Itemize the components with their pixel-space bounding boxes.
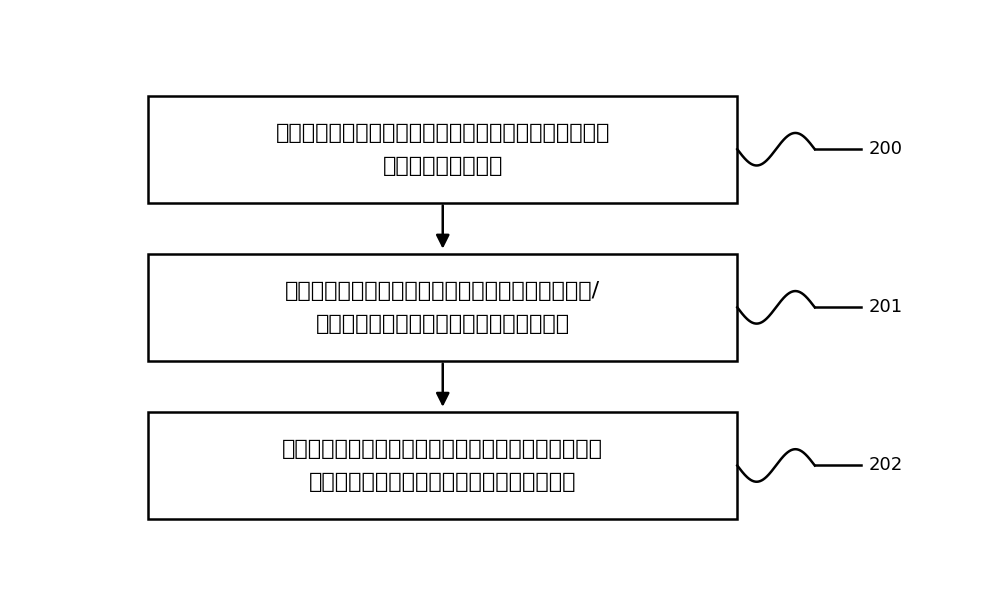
Text: 202: 202: [869, 457, 903, 475]
FancyBboxPatch shape: [148, 412, 737, 519]
FancyBboxPatch shape: [148, 96, 737, 203]
Text: 201: 201: [869, 298, 903, 316]
FancyBboxPatch shape: [148, 254, 737, 361]
Text: 记录初始设定校准周期内更新校准因子的射频单元数量
，并根据预定门限值动态调整天线校准周期。: 记录初始设定校准周期内更新校准因子的射频单元数量 ，并根据预定门限值动态调整天线…: [282, 439, 603, 492]
Text: 存在校准关系的射频单元根据校准序列发送规则发送/
或接收校准序列，并进行校准因子的更新。: 存在校准关系的射频单元根据校准序列发送规则发送/ 或接收校准序列，并进行校准因子…: [285, 281, 600, 334]
Text: 200: 200: [869, 140, 903, 158]
Text: 根据初始设定的天线校准方法确定发送接收校准序列的射
频单元间校准关系。: 根据初始设定的天线校准方法确定发送接收校准序列的射 频单元间校准关系。: [276, 123, 610, 176]
